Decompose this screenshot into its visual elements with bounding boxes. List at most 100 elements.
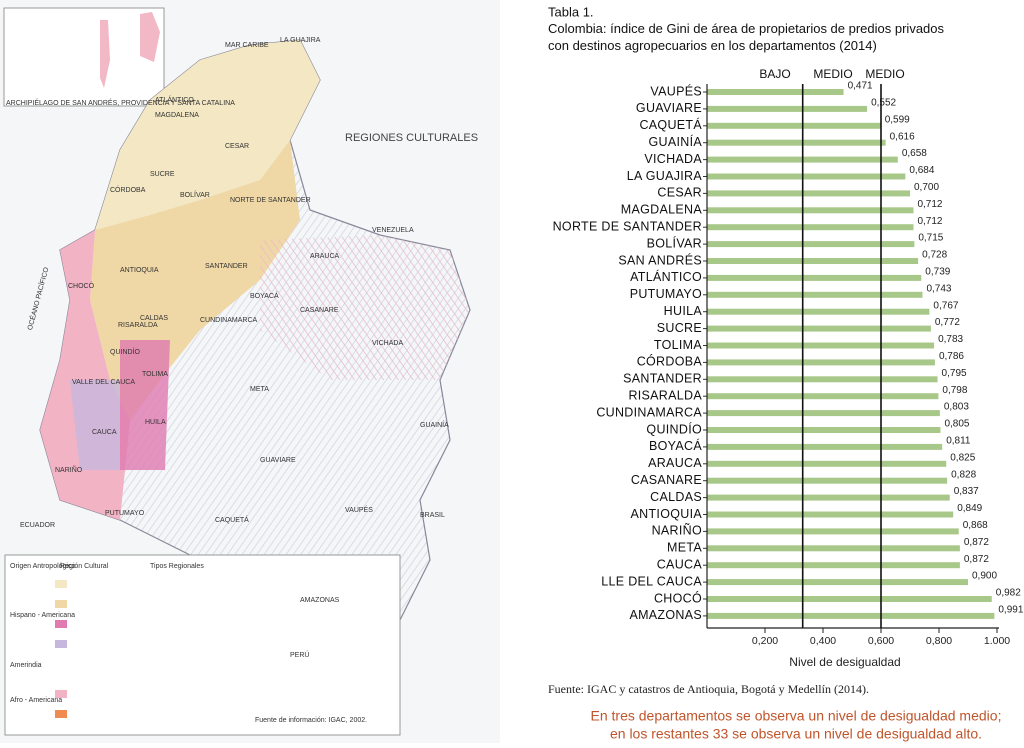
- bar: [707, 342, 935, 349]
- value-label: 0,798: [942, 385, 967, 396]
- category-label: QUINDÍO: [646, 421, 702, 436]
- bar: [707, 612, 995, 619]
- region-caribe: [95, 40, 320, 230]
- category-label: BOYACÁ: [649, 438, 702, 453]
- map-label: CALDAS: [140, 315, 168, 322]
- value-label: 0,805: [944, 419, 969, 430]
- map-label: GUAVIARE: [260, 457, 296, 464]
- map-label: NORTE DE SANTANDER: [230, 197, 311, 204]
- bar: [707, 258, 919, 264]
- table-label: Tabla 1.: [548, 4, 594, 19]
- category-label: CESAR: [657, 186, 702, 200]
- bar: [707, 528, 959, 535]
- value-label: 0,783: [938, 334, 963, 345]
- value-label: 0,849: [957, 503, 982, 514]
- bar: [707, 308, 930, 315]
- map-label: CAUCA: [92, 429, 117, 436]
- bar: [707, 359, 935, 366]
- value-label: 0,900: [972, 571, 997, 582]
- bar: [707, 241, 915, 248]
- legend-origin: Hispano - Americana: [10, 612, 75, 619]
- bar: [707, 494, 950, 501]
- map-label: AMAZONAS: [300, 597, 340, 604]
- category-label: LA GUAJIRA: [627, 169, 703, 183]
- category-label: RISARALDA: [628, 388, 702, 402]
- map-label: SANTANDER: [205, 263, 248, 270]
- category-label: GUAINÍA: [649, 134, 703, 149]
- map-label: BRASIL: [420, 512, 445, 519]
- map-label: VALLE DEL CAUCA: [72, 379, 135, 386]
- bar: [707, 410, 940, 417]
- map-label: CÓRDOBA: [110, 185, 146, 194]
- category-label: MAGDALENA: [621, 203, 703, 217]
- note: En tres departamentos se observa un nive…: [591, 708, 1002, 724]
- category-label: ARAUCA: [648, 456, 702, 470]
- legend-header: Tipos Regionales: [150, 563, 204, 570]
- category-label: CASANARE: [631, 473, 702, 487]
- map-label: LA GUAJIRA: [280, 37, 321, 44]
- map-title: REGIONES CULTURALES: [345, 132, 478, 144]
- map-label: GUAINÍA: [420, 420, 449, 429]
- value-label: 0,658: [902, 148, 927, 159]
- x-tick-label: 0,200: [752, 635, 778, 647]
- value-label: 0,825: [950, 452, 975, 463]
- value-label: 0,772: [935, 317, 960, 328]
- inset-island: [100, 20, 110, 88]
- bar: [707, 274, 922, 281]
- value-label: 0,982: [996, 588, 1021, 599]
- map-label: QUINDÍO: [110, 347, 141, 356]
- map-label: ATLÁNTICO: [155, 95, 194, 104]
- chart-title: Colombia: índice de Gini de área de prop…: [548, 21, 945, 53]
- bar: [707, 173, 906, 180]
- zone-label: BAJO: [759, 67, 790, 81]
- bar: [707, 393, 939, 400]
- category-label: CHOCÓ: [654, 590, 702, 605]
- category-label: ATLÁNTICO: [630, 269, 702, 284]
- value-label: 0,872: [964, 554, 989, 565]
- category-label: CALDAS: [650, 490, 702, 504]
- map: REGIONES CULTURALES ARCHIPIÉLAGO DE SAN …: [0, 0, 500, 743]
- category-label: NARIÑO: [652, 524, 702, 538]
- category-label: CUNDINAMARCA: [596, 405, 702, 419]
- map-label: META: [250, 386, 269, 393]
- category-label: META: [667, 541, 702, 555]
- category-label: BOLÍVAR: [647, 235, 702, 250]
- value-label: 0,616: [890, 131, 915, 142]
- value-label: 0,837: [954, 486, 979, 497]
- bar: [707, 579, 968, 586]
- value-label: 0,471: [848, 81, 873, 92]
- value-label: 0,715: [918, 233, 943, 244]
- region-tolima: [120, 340, 170, 470]
- map-label: PERÚ: [290, 650, 309, 659]
- bar: [707, 291, 923, 298]
- value-label: 0,811: [946, 436, 971, 447]
- bar: [707, 460, 947, 467]
- bar: [707, 190, 910, 197]
- inset-frame: [3, 7, 165, 107]
- legend-swatch: [55, 640, 67, 648]
- legend-header: Región Cultural: [60, 563, 109, 570]
- value-label: 0,684: [909, 165, 934, 176]
- map-label: VENEZUELA: [372, 227, 414, 234]
- map-label: RISARALDA: [118, 322, 158, 329]
- bar: [707, 545, 960, 552]
- legend-swatch: [55, 580, 67, 588]
- map-label: PUTUMAYO: [105, 510, 145, 517]
- value-label: 0,868: [963, 520, 988, 531]
- map-label: VAUPÉS: [345, 505, 373, 514]
- value-label: 0,743: [926, 283, 951, 294]
- bar: [707, 443, 943, 450]
- bar: [707, 89, 844, 95]
- category-label: SANTANDER: [623, 372, 702, 386]
- category-label: CÓRDOBA: [637, 354, 703, 369]
- value-label: 0,872: [964, 537, 989, 548]
- value-label: 0,552: [871, 98, 896, 109]
- category-label: ANTIOQUIA: [631, 507, 703, 521]
- map-label: CUNDINAMARCA: [200, 317, 258, 324]
- x-axis-label: Nivel de desigualdad: [789, 655, 900, 669]
- inset-label: ARCHIPIÉLAGO DE SAN ANDRÉS, PROVIDENCIA …: [6, 98, 235, 107]
- map-label: BOLÍVAR: [180, 190, 210, 199]
- legend-swatch: [55, 710, 67, 718]
